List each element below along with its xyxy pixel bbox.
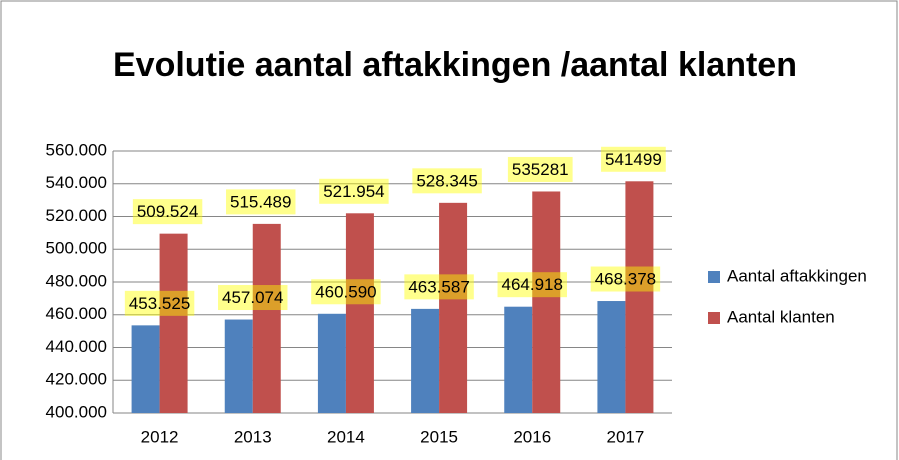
- data-label: 464.918: [502, 275, 563, 294]
- y-tick-label: 520.000: [46, 206, 107, 225]
- label-highlight: [319, 178, 389, 204]
- y-tick-label: 400.000: [46, 402, 107, 421]
- x-tick-label: 2017: [607, 427, 645, 446]
- data-label: 541499: [605, 150, 662, 169]
- chart-title: Evolutie aantal aftakkingen /aantal klan…: [113, 46, 797, 84]
- y-tick-label: 560.000: [46, 140, 107, 159]
- x-tick-label: 2012: [141, 427, 179, 446]
- data-label: 521.954: [323, 182, 384, 201]
- bar: [411, 308, 440, 413]
- bar: [131, 325, 160, 413]
- legend-swatch: [708, 271, 720, 283]
- data-label: 535281: [512, 160, 569, 179]
- y-tick-label: 420.000: [46, 370, 107, 389]
- bar: [317, 313, 346, 413]
- data-label: 515.489: [230, 192, 291, 211]
- bar: [532, 191, 561, 413]
- label-highlight: [226, 189, 296, 215]
- data-label: 463.587: [408, 277, 469, 296]
- y-tick-label: 500.000: [46, 239, 107, 258]
- label-highlight: [124, 290, 195, 316]
- x-tick-label: 2014: [327, 427, 365, 446]
- label-highlight: [132, 199, 203, 225]
- data-label: 457.074: [222, 288, 283, 307]
- label-highlight: [311, 279, 381, 305]
- legend-label: Aantal klanten: [727, 307, 835, 326]
- y-tick-label: 540.000: [46, 173, 107, 192]
- y-tick-label: 460.000: [46, 304, 107, 323]
- x-tick-label: 2015: [420, 427, 458, 446]
- bar: [224, 319, 253, 413]
- label-highlight: [507, 156, 573, 182]
- label-highlight: [497, 272, 567, 298]
- bar: [345, 213, 374, 413]
- label-highlight: [412, 168, 482, 194]
- x-tick-label: 2013: [234, 427, 272, 446]
- legend-swatch: [708, 312, 720, 324]
- data-label: 528.345: [416, 171, 477, 190]
- bar: [625, 181, 654, 413]
- bar: [159, 233, 188, 413]
- label-highlight: [601, 146, 666, 172]
- legend-label: Aantal aftakkingen: [727, 266, 867, 285]
- x-tick-label: 2016: [513, 427, 551, 446]
- data-label: 509.524: [137, 202, 198, 221]
- data-label: 460.590: [315, 282, 376, 301]
- bar: [597, 301, 626, 413]
- data-label: 453.525: [129, 294, 190, 313]
- y-tick-label: 480.000: [46, 271, 107, 290]
- label-highlight: [404, 274, 474, 300]
- data-label: 468.378: [595, 270, 656, 289]
- label-highlight: [590, 266, 661, 292]
- y-tick-label: 440.000: [46, 337, 107, 356]
- label-highlight: [218, 285, 288, 311]
- bar: [504, 306, 533, 413]
- bar: [252, 223, 281, 413]
- bar: [439, 202, 468, 413]
